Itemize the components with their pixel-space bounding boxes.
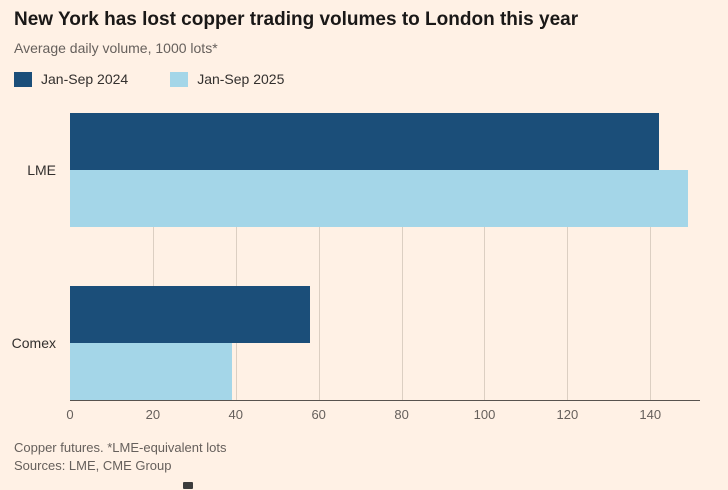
gridline bbox=[650, 113, 652, 400]
bar-comex-jan-sep-2024 bbox=[70, 286, 311, 343]
legend-swatch bbox=[170, 71, 189, 87]
bar-group-comex: Comex bbox=[12, 286, 700, 400]
plot-area: 0 20 40 60 80 100 120 140 LME Comex bbox=[12, 113, 700, 422]
gridline bbox=[484, 113, 486, 400]
x-tick-label: 40 bbox=[228, 407, 244, 422]
category-label: Comex bbox=[11, 335, 56, 351]
x-tick-label: 100 bbox=[473, 407, 496, 422]
bar-lme-jan-sep-2024 bbox=[70, 113, 659, 170]
bar-group-lme: LME bbox=[27, 113, 700, 227]
legend-label: Jan-Sep 2024 bbox=[41, 71, 129, 87]
stray-artifact-mark bbox=[183, 482, 193, 489]
legend: Jan-Sep 2024 Jan-Sep 2025 bbox=[14, 70, 714, 88]
gridline bbox=[567, 113, 569, 400]
bar-chart: 0 20 40 60 80 100 120 140 LME Comex bbox=[12, 113, 714, 428]
legend-item: Jan-Sep 2024 bbox=[14, 71, 128, 87]
bar-lme-jan-sep-2025 bbox=[70, 170, 688, 227]
gridline bbox=[152, 113, 154, 400]
x-tick-label: 140 bbox=[639, 407, 662, 422]
chart-card: New York has lost copper trading volumes… bbox=[12, 9, 714, 473]
gridline bbox=[401, 113, 403, 400]
footnote: Copper futures. *LME-equivalent lots bbox=[14, 440, 227, 455]
chart-title: New York has lost copper trading volumes… bbox=[14, 9, 579, 30]
x-tick-label: 60 bbox=[311, 407, 326, 422]
x-tick-label: 0 bbox=[66, 407, 74, 422]
legend-item: Jan-Sep 2025 bbox=[170, 71, 284, 87]
legend-swatch bbox=[14, 71, 32, 87]
legend-label: Jan-Sep 2025 bbox=[197, 71, 285, 87]
gridline bbox=[235, 113, 237, 400]
x-tick-label: 120 bbox=[556, 407, 579, 422]
x-tick-label: 80 bbox=[394, 407, 409, 422]
gridline bbox=[318, 113, 320, 400]
bar-comex-jan-sep-2025 bbox=[70, 343, 232, 400]
category-label: LME bbox=[27, 162, 56, 178]
chart-subtitle: Average daily volume, 1000 lots* bbox=[14, 40, 218, 56]
sources: Sources: LME, CME Group bbox=[14, 458, 172, 473]
x-tick-label: 20 bbox=[145, 407, 161, 422]
